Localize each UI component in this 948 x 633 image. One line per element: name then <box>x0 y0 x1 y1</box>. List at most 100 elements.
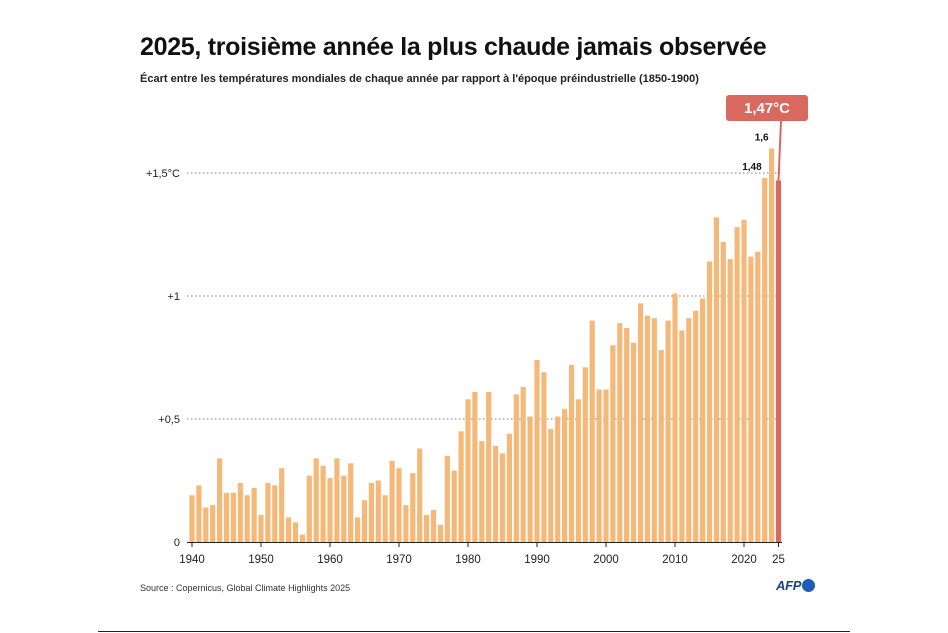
bar-1942 <box>203 507 209 542</box>
bar-1986 <box>506 433 512 542</box>
bar-1978 <box>451 470 457 542</box>
bar-1989 <box>527 416 533 542</box>
bar-1977 <box>444 455 450 542</box>
data-labels: 1,48 1,6 1,47°C <box>726 95 808 181</box>
bar-1999 <box>596 389 602 542</box>
y-tick-label: +0,5 <box>158 414 180 426</box>
bar-1963 <box>348 463 354 542</box>
value-label: 1,48 <box>742 162 762 173</box>
bar-1946 <box>230 492 236 542</box>
bar-1992 <box>548 428 554 542</box>
x-tick-label: 1970 <box>386 554 412 566</box>
bar-1974 <box>424 514 430 542</box>
y-tick-label: +1 <box>167 291 180 303</box>
bar-highlight-2025 <box>775 180 782 542</box>
bar-1973 <box>417 448 423 542</box>
bar-2016 <box>713 217 719 542</box>
x-tick-label: 2010 <box>662 554 688 566</box>
bar-1953 <box>279 468 285 542</box>
bar-1998 <box>589 320 595 542</box>
x-tick-label: 1950 <box>248 554 274 566</box>
bar-1983 <box>486 391 492 542</box>
bar-2013 <box>693 310 699 542</box>
value-label: 1,6 <box>755 132 769 143</box>
highlight-value-label: 1,47°C <box>744 100 790 117</box>
bars <box>189 148 782 543</box>
x-tick-label: 1940 <box>179 554 205 566</box>
bar-2007 <box>651 318 657 542</box>
afp-logo-text: AFP <box>776 578 802 593</box>
bar-1945 <box>223 492 230 542</box>
x-tick-label: 1980 <box>455 554 481 566</box>
bar-1961 <box>334 458 340 542</box>
bar-1971 <box>403 505 409 542</box>
bar-1948 <box>244 495 250 542</box>
bar-1996 <box>575 399 581 542</box>
bar-2020 <box>741 219 747 543</box>
bar-1993 <box>555 416 561 542</box>
bar-1975 <box>430 510 437 542</box>
x-tick-label: 1990 <box>524 554 550 566</box>
x-tick-label: 1960 <box>317 554 343 566</box>
bar-2015 <box>706 261 713 542</box>
bar-1959 <box>320 465 326 542</box>
bar-1976 <box>437 524 443 542</box>
bar-1968 <box>382 495 388 542</box>
afp-logo-dot-icon <box>802 579 816 592</box>
bar-1943 <box>210 505 216 542</box>
bar-1949 <box>251 487 257 542</box>
bar-1995 <box>568 364 575 542</box>
bar-1962 <box>341 475 347 542</box>
bar-1947 <box>237 482 243 542</box>
bar-1984 <box>493 446 499 542</box>
bar-2018 <box>727 259 733 542</box>
bar-2017 <box>720 241 726 542</box>
bar-1940 <box>189 495 195 542</box>
bar-2009 <box>665 320 671 542</box>
bar-2002 <box>617 323 623 542</box>
bar-2019 <box>734 227 740 542</box>
bar-1964 <box>355 517 361 542</box>
x-tick-label: 25 <box>772 554 785 566</box>
bar-1985 <box>499 453 506 542</box>
bar-1980 <box>465 399 471 542</box>
callout-box <box>726 95 808 121</box>
bar-1951 <box>265 482 271 542</box>
bar-1958 <box>313 458 319 542</box>
bar-1965 <box>361 500 368 542</box>
bar-1981 <box>472 391 478 542</box>
bar-1944 <box>217 458 223 542</box>
bar-2010 <box>672 293 678 542</box>
bar-1956 <box>299 534 305 542</box>
bar-2022 <box>755 251 761 542</box>
bar-2023 <box>762 177 768 543</box>
bar-1967 <box>375 480 381 542</box>
bar-1991 <box>541 372 547 542</box>
bar-1997 <box>582 367 588 542</box>
grid-lines <box>187 172 782 420</box>
bar-1941 <box>196 485 202 542</box>
axes: 0 +0,5 +1 +1,5°C 1940 1950 1960 1970 1980 1990 200… <box>146 168 785 566</box>
bar-2024 <box>769 148 775 542</box>
y-tick-label: +1,5°C <box>146 168 180 180</box>
bar-1950 <box>258 514 264 542</box>
bar-1957 <box>306 475 312 542</box>
afp-logo: AFP <box>776 578 816 593</box>
bar-1987 <box>513 394 519 542</box>
bar-1966 <box>368 482 374 542</box>
bar-2021 <box>748 256 754 542</box>
bar-2014 <box>700 298 706 542</box>
bar-1994 <box>562 409 568 542</box>
chart-subtitle: Écart entre les températures mondiales d… <box>140 73 699 85</box>
bar-1988 <box>520 387 526 542</box>
source-note: Source : Copernicus, Global Climate High… <box>140 583 351 593</box>
bar-2003 <box>624 327 630 542</box>
bar-1970 <box>396 468 402 542</box>
chart-title: 2025, troisième année la plus chaude jam… <box>140 33 767 61</box>
bar-1990 <box>534 359 540 542</box>
bar-1960 <box>327 478 333 542</box>
bar-1979 <box>458 431 464 542</box>
callout-leader-line <box>777 120 782 181</box>
bar-2008 <box>658 350 664 542</box>
